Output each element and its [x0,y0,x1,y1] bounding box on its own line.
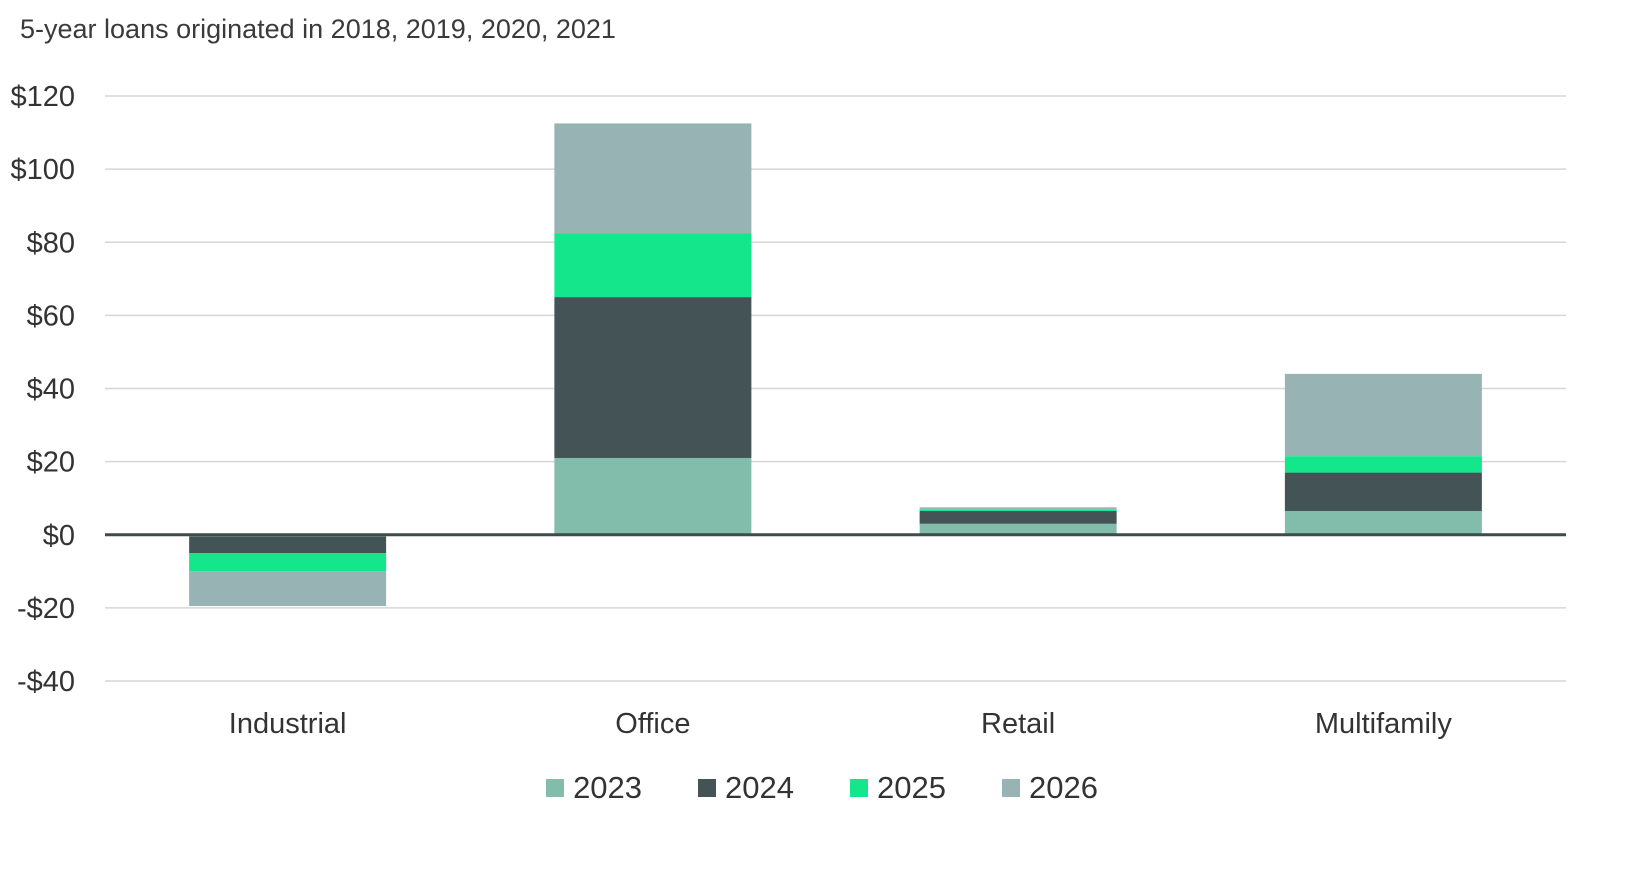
legend-item-2024: 2024 [698,770,794,806]
bar-segment-multifamily-2023 [1284,510,1482,535]
stacked-bar-chart: $120 $100 $80 $60 $40 $20 $0 -$20 -$40 Industria… [10,81,1566,740]
legend-item-2026: 2026 [1001,770,1098,806]
legend-item-2025: 2025 [850,770,946,806]
legend-label: 2023 [573,770,643,805]
legend-swatch [698,779,717,797]
bar-segment-multifamily-2024 [1284,472,1482,511]
legend-label: 2024 [725,770,794,805]
y-tick-label: $0 [43,520,75,552]
legend-label: 2026 [1028,770,1098,805]
y-tick-label: $20 [27,447,75,479]
bar-segment-retail-2025 [919,509,1117,511]
legend-swatch [1001,779,1020,797]
legend-swatch [850,779,868,797]
bar-segment-retail-2024 [919,510,1117,524]
bar-segment-office-2026 [554,123,752,234]
y-tick-label: $60 [27,300,75,332]
bar-segment-retail-2026 [919,507,1117,510]
y-tick-label: $40 [27,374,75,406]
bar-segment-industrial-2026 [189,571,387,607]
bar-segment-multifamily-2025 [1284,456,1482,473]
x-category-label: Industrial [229,708,347,740]
y-axis-tick-labels: $120 $100 $80 $60 $40 $20 $0 -$20 -$40 [10,81,75,698]
bar-segment-industrial-2025 [189,553,387,572]
y-tick-label: $120 [10,81,75,113]
legend-item-2023: 2023 [546,770,642,806]
x-category-label: Multifamily [1315,708,1452,740]
bar-segment-office-2025 [554,233,752,298]
legend-swatch [546,779,565,797]
chart-subtitle: 5-year loans originated in 2018, 2019, 2… [20,14,616,44]
bar-segment-office-2023 [554,457,752,535]
bar-segment-retail-2023 [919,523,1117,535]
y-tick-label: -$40 [17,666,75,698]
y-tick-label: $100 [10,154,75,186]
bar-segment-office-2024 [554,297,752,458]
x-category-label: Office [615,708,690,740]
bars [189,123,1482,607]
legend: 2023 2024 2025 2026 [0,770,1644,806]
bar-segment-multifamily-2026 [1284,373,1482,457]
y-tick-label: -$20 [17,593,75,625]
x-category-label: Retail [981,708,1055,740]
x-axis-category-labels: Industrial Office Retail Multifamily [229,708,1453,740]
legend-label: 2025 [877,770,946,805]
bar-segment-industrial-2024 [189,536,387,554]
y-tick-label: $80 [27,227,75,259]
